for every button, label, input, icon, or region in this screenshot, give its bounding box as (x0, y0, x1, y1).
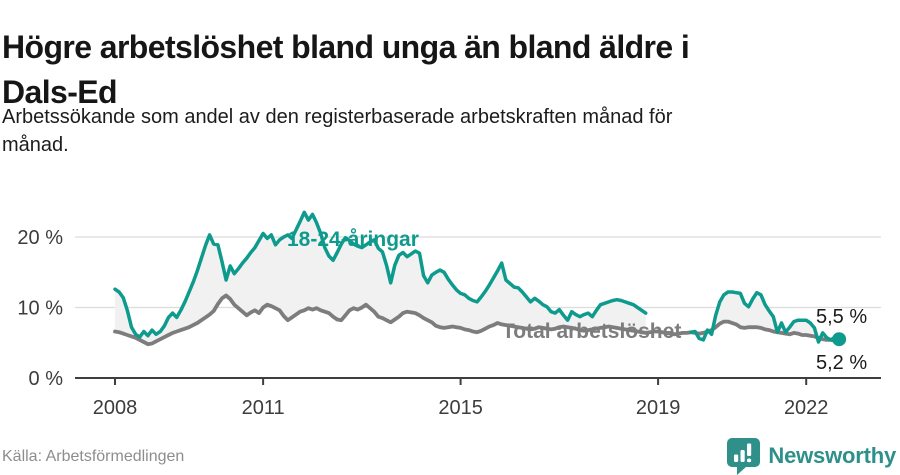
end-label-total: 5,2 % (816, 352, 867, 374)
y-tick-label-10: 10 % (17, 298, 63, 320)
x-tick-label-2022: 2022 (784, 397, 829, 419)
series-label-youth: 18-24-åringar (287, 228, 419, 251)
x-tick-label-2008: 2008 (93, 397, 138, 419)
subtitle-line-2: månad. (2, 134, 69, 156)
x-tick-label-2015: 2015 (438, 397, 483, 419)
newsworthy-pin-icon (727, 438, 761, 475)
title-line-2: Dals-Ed (2, 74, 118, 111)
between-lines-band (691, 292, 840, 342)
x-tick-label-2011: 2011 (242, 397, 285, 419)
y-tick-label-20: 20 % (17, 227, 63, 249)
youth-end-dot (832, 332, 847, 347)
end-label-youth: 5,5 % (816, 306, 867, 328)
unemployment-line-chart: 2008 2011 2015 2019 2022 0 % 10 % 20 % 18-24-åri… (17, 210, 881, 419)
y-tick-label-0: 0 % (29, 368, 64, 390)
subtitle-line-1: Arbetssökande som andel av den registerb… (2, 106, 673, 128)
between-lines-band (115, 212, 646, 345)
series-label-total: Total arbetslöshet (502, 320, 681, 343)
source-note: Källa: Arbetsförmedlingen (2, 448, 185, 465)
x-tick-label-2019: 2019 (636, 397, 681, 419)
series-youth-line (113, 210, 841, 344)
brand-name: Newsworthy (768, 443, 896, 468)
page-title: Högre arbetslöshet bland unga än bland ä… (2, 25, 896, 115)
chart-subtitle: Arbetssökande som andel av den registerb… (2, 103, 882, 159)
series-total-line (113, 293, 841, 347)
chart-area: 2008 2011 2015 2019 2022 0 % 10 % 20 % 18-24-åri… (0, 194, 900, 432)
newsworthy-logo: Newsworthy (726, 437, 896, 475)
title-line-1: Högre arbetslöshet bland unga än bland ä… (2, 29, 690, 66)
